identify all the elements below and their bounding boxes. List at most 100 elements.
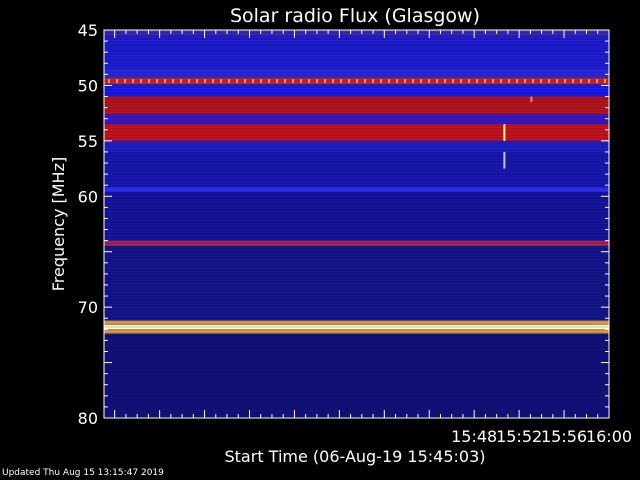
pulse-marker (180, 78, 182, 83)
frequency-band (104, 30, 609, 36)
pulse-marker (108, 78, 110, 83)
pulse-marker (364, 78, 366, 83)
pulse-marker (348, 78, 350, 83)
pulse-marker (540, 78, 542, 83)
y-tick-label: 80 (78, 409, 98, 428)
pulse-marker (412, 78, 414, 83)
frequency-band (104, 84, 609, 97)
burst-spike (503, 124, 506, 141)
pulse-marker (356, 78, 358, 83)
pulse-marker (340, 78, 342, 83)
pulse-marker (220, 78, 222, 83)
pulse-marker (476, 78, 478, 83)
y-tick-label: 60 (78, 187, 98, 206)
pulse-marker (204, 78, 206, 83)
burst-spike (503, 151, 506, 169)
pulse-marker (228, 78, 230, 83)
pulse-marker (572, 78, 574, 83)
pulse-marker (492, 78, 494, 83)
frequency-band (104, 35, 609, 69)
pulse-marker (516, 78, 518, 83)
pulse-marker (292, 78, 294, 83)
pulse-marker (500, 78, 502, 83)
pulse-marker (452, 78, 454, 83)
frequency-band (104, 96, 609, 115)
pulse-marker (564, 78, 566, 83)
frequency-band (104, 246, 609, 321)
pulse-marker (460, 78, 462, 83)
pulse-marker (244, 78, 246, 83)
plot-area (103, 29, 610, 419)
pulse-marker (212, 78, 214, 83)
frequency-band (104, 329, 609, 334)
pulse-marker (188, 78, 190, 83)
x-axis-label: Start Time (06-Aug-19 15:45:03) (225, 447, 486, 466)
chart-title: Solar radio Flux (Glasgow) (230, 5, 480, 27)
pulse-marker (236, 78, 238, 83)
pulse-marker (404, 78, 406, 83)
frequency-band (104, 114, 609, 125)
pulse-marker (580, 78, 582, 83)
pulse-marker (172, 78, 174, 83)
pulse-marker (588, 78, 590, 83)
pulse-marker (428, 78, 430, 83)
pulse-marker (156, 78, 158, 83)
frequency-band (104, 151, 609, 188)
x-tick-label: 16:00 (586, 427, 632, 446)
y-tick-label: 50 (78, 76, 98, 95)
pulse-marker (380, 78, 382, 83)
pulse-marker (508, 78, 510, 83)
pulse-marker (164, 78, 166, 83)
pulse-marker (260, 78, 262, 83)
pulse-marker (388, 78, 390, 83)
pulse-marker (308, 78, 310, 83)
pulse-marker (140, 78, 142, 83)
y-axis: 45 50 55 60 70 80 (78, 21, 609, 428)
pulse-marker (268, 78, 270, 83)
y-axis-label: Frequency [MHz] (49, 157, 68, 291)
pulse-marker (468, 78, 470, 83)
pulse-marker (252, 78, 254, 83)
pulse-marker (148, 78, 150, 83)
pulse-marker (300, 78, 302, 83)
pulse-marker (116, 78, 118, 83)
pulse-marker (372, 78, 374, 83)
pulse-marker (124, 78, 126, 83)
pulse-marker (132, 78, 134, 83)
frequency-band (104, 240, 609, 247)
plot-frame (103, 29, 610, 419)
pulse-marker (436, 78, 438, 83)
pulse-marker (284, 78, 286, 83)
frequency-band (104, 140, 609, 152)
x-tick-label: 15:48 (451, 427, 497, 446)
pulse-marker (276, 78, 278, 83)
frequency-band (104, 320, 609, 325)
frequency-band (104, 124, 609, 141)
pulse-marker (596, 78, 598, 83)
pulse-marker (444, 78, 446, 83)
x-tick-label: 15:52 (496, 427, 542, 446)
pulse-marker (396, 78, 398, 83)
pulse-marker (316, 78, 318, 83)
pulse-marker (420, 78, 422, 83)
pulse-marker (556, 78, 558, 83)
pulse-marker (548, 78, 550, 83)
pulse-marker (324, 78, 326, 83)
pulse-marker (196, 78, 198, 83)
pulse-marker (332, 78, 334, 83)
pulse-marker (532, 78, 534, 83)
y-tick-label: 45 (78, 21, 98, 40)
frequency-band (104, 333, 609, 418)
y-tick-label: 70 (78, 298, 98, 317)
frequency-band (104, 187, 609, 192)
pulse-marker (604, 78, 606, 83)
frequency-band (104, 324, 609, 330)
frequency-band (104, 68, 609, 78)
y-tick-label: 55 (78, 132, 98, 151)
pulse-marker (484, 78, 486, 83)
updated-timestamp: Updated Thu Aug 15 13:15:47 2019 (2, 468, 164, 478)
burst-spike (530, 96, 533, 103)
pulse-marker (524, 78, 526, 83)
